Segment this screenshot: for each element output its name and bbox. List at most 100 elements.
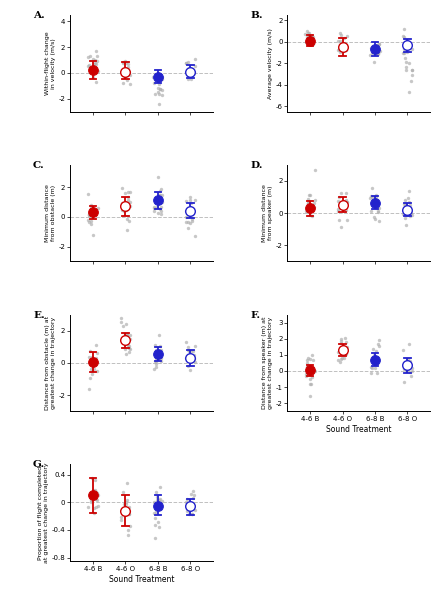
Point (333, 355, 340, 364)
Point (89, 65, 96, 75)
Point (155, 190, 162, 200)
Point (156, 187, 163, 196)
Y-axis label: Average velocity (m/s): Average velocity (m/s) (267, 28, 272, 99)
Point (372, 368, 379, 378)
Point (401, 53, 408, 63)
Point (336, 45, 343, 55)
Point (90, 494, 97, 503)
Point (307, 372, 314, 382)
Point (184, 57, 191, 67)
Point (91, 355, 98, 365)
Y-axis label: Proportion of flight completed
at greatest change in trajectory: Proportion of flight completed at greate… (38, 463, 49, 563)
Point (307, 211, 314, 221)
Point (189, 486, 196, 496)
Point (120, 70, 127, 80)
Point (342, 197, 349, 207)
Point (119, 58, 126, 67)
Point (184, 353, 191, 363)
Point (187, 214, 194, 224)
Point (92, 475, 99, 485)
Point (306, 367, 313, 376)
Point (191, 353, 198, 363)
Point (305, 34, 312, 43)
Point (303, 355, 310, 365)
Point (153, 69, 160, 79)
Point (303, 26, 310, 36)
Point (185, 63, 192, 73)
Point (366, 368, 373, 378)
Point (184, 355, 191, 365)
Point (119, 79, 126, 88)
Point (85, 502, 92, 512)
Point (126, 521, 133, 530)
Point (374, 206, 381, 215)
Point (405, 197, 412, 207)
Point (372, 203, 379, 212)
Point (88, 497, 95, 507)
Point (336, 36, 343, 46)
Point (89, 485, 96, 494)
Point (403, 40, 410, 50)
Point (188, 498, 195, 508)
Point (85, 60, 92, 70)
Point (303, 358, 310, 368)
Point (339, 198, 346, 208)
Point (154, 502, 161, 511)
Point (88, 200, 95, 210)
Point (190, 67, 197, 77)
Point (404, 361, 411, 371)
Point (85, 215, 92, 225)
Point (367, 184, 374, 193)
Point (125, 506, 132, 515)
Point (182, 58, 189, 68)
Point (311, 367, 318, 376)
Text: C.: C. (33, 161, 45, 170)
Point (92, 488, 99, 497)
Point (189, 346, 196, 355)
Point (124, 478, 131, 488)
Point (342, 45, 349, 55)
Point (304, 37, 311, 46)
Point (408, 70, 415, 79)
Point (305, 374, 312, 383)
Point (187, 353, 194, 363)
Point (89, 65, 96, 74)
Point (373, 359, 380, 369)
Point (121, 329, 128, 339)
Point (117, 313, 124, 323)
Point (373, 49, 380, 58)
Point (334, 206, 341, 216)
Point (85, 384, 92, 394)
Point (88, 364, 95, 373)
Point (122, 506, 129, 515)
Point (399, 199, 406, 209)
Point (335, 192, 342, 202)
Point (186, 71, 193, 80)
Point (371, 363, 378, 373)
Point (400, 213, 407, 223)
Point (341, 38, 348, 47)
Point (186, 65, 193, 75)
Point (187, 198, 194, 208)
Point (339, 197, 346, 206)
Point (306, 365, 313, 375)
Point (88, 64, 95, 73)
Point (183, 497, 190, 506)
Point (87, 203, 94, 213)
Point (184, 506, 191, 515)
Point (309, 38, 316, 48)
Point (155, 99, 162, 109)
Point (126, 334, 133, 343)
Point (182, 212, 189, 221)
Point (407, 364, 414, 373)
Point (307, 200, 314, 209)
Point (310, 198, 317, 208)
Point (155, 501, 162, 511)
Point (122, 202, 129, 211)
Point (304, 198, 311, 208)
Point (150, 364, 157, 374)
Point (122, 56, 129, 66)
Point (149, 72, 156, 82)
Point (88, 352, 95, 362)
Point (400, 195, 407, 205)
